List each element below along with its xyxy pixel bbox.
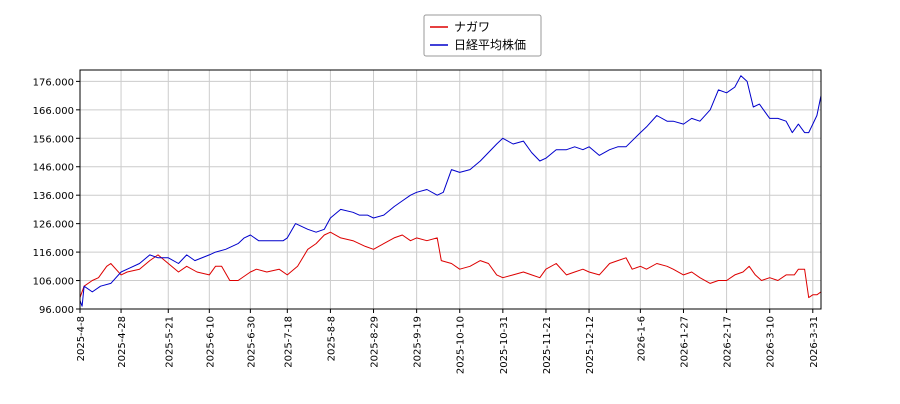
x-tick-label: 2025-7-18 — [283, 316, 294, 368]
legend-label-1: ナガワ — [454, 20, 490, 34]
y-tick-label: 156.000 — [33, 134, 74, 145]
y-tick-label: 146.000 — [33, 163, 74, 174]
series-lines — [79, 75, 822, 307]
x-tick-label: 2025-9-19 — [413, 316, 424, 368]
x-tick-label: 2025-4-8 — [76, 316, 87, 361]
y-tick-label: 136.000 — [33, 191, 74, 202]
x-axis: 2025-4-8 2025-4-28 2025-5-21 2025-6-10 2025-… — [76, 309, 820, 374]
x-tick-label: 2025-8-29 — [370, 316, 381, 368]
x-tick-label: 2025-11-21 — [542, 316, 553, 374]
x-tick-label: 2026-3-31 — [809, 316, 820, 368]
plot-frame — [79, 69, 822, 310]
series-line-2 — [79, 75, 822, 307]
x-tick-label: 2025-10-10 — [456, 316, 467, 374]
y-tick-label: 126.000 — [33, 220, 74, 231]
x-tick-label: 2025-5-21 — [164, 316, 175, 368]
x-tick-label: 2026-1-6 — [636, 316, 647, 361]
x-tick-label: 2025-6-10 — [205, 316, 216, 368]
legend-label-2: 日経平均株価 — [454, 37, 526, 52]
x-tick-label: 2026-3-10 — [766, 316, 777, 368]
x-tick-label: 2026-1-27 — [679, 316, 690, 368]
y-tick-label: 106.000 — [33, 277, 74, 288]
x-tick-label: 2025-8-8 — [326, 316, 337, 361]
x-tick-label: 2026-2-17 — [723, 316, 734, 368]
x-tick-label: 2025-12-12 — [585, 316, 596, 374]
x-tick-label: 2025-4-28 — [117, 316, 128, 368]
grid-lines — [79, 70, 821, 310]
y-tick-label: 176.000 — [33, 77, 74, 88]
y-tick-label: 116.000 — [33, 248, 74, 259]
x-tick-label: 2025-6-30 — [246, 316, 257, 368]
x-tick-label: 2025-10-31 — [499, 316, 510, 374]
legend-box — [423, 14, 542, 57]
y-tick-label: 166.000 — [33, 106, 74, 117]
y-axis: 96.000 106.000 116.000 126.000 136.000 146.00… — [33, 77, 80, 316]
series-line-1 — [79, 231, 822, 299]
y-tick-label: 96.000 — [39, 305, 74, 316]
